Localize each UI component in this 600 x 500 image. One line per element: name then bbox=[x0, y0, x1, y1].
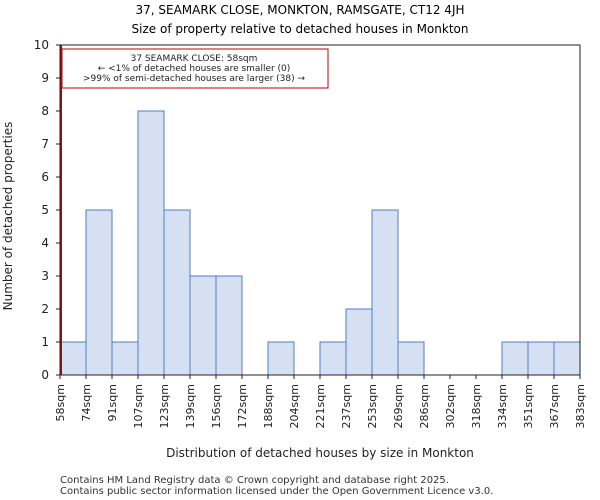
x-tick-label: 91sqm bbox=[106, 384, 119, 421]
x-axis-label: Distribution of detached houses by size … bbox=[166, 446, 474, 460]
x-tick-label: 74sqm bbox=[80, 384, 93, 421]
y-axis-ticks: 0 1 2 3 4 5 6 7 8 9 10 bbox=[34, 38, 60, 382]
x-tick-label: 302sqm bbox=[444, 384, 457, 428]
bar-107sqm bbox=[137, 110, 165, 376]
x-tick-label: 367sqm bbox=[548, 384, 561, 428]
bar-188sqm bbox=[267, 341, 295, 376]
x-tick-label: 351sqm bbox=[522, 384, 535, 428]
annotation-box: 37 SEAMARK CLOSE: 58sqm ← <1% of detache… bbox=[61, 48, 329, 89]
chart-subtitle: Size of property relative to detached ho… bbox=[132, 22, 469, 36]
chart-title: 37, SEAMARK CLOSE, MONKTON, RAMSGATE, CT… bbox=[135, 3, 464, 17]
annotation-line-2: ← <1% of detached houses are smaller (0) bbox=[98, 64, 291, 74]
x-tick-label: 58sqm bbox=[54, 384, 67, 421]
x-tick-label: 204sqm bbox=[288, 384, 301, 428]
annotation-line-1: 37 SEAMARK CLOSE: 58sqm bbox=[131, 54, 258, 64]
x-tick-label: 286sqm bbox=[418, 384, 431, 428]
y-tick-label: 6 bbox=[41, 170, 49, 184]
x-tick-label: 139sqm bbox=[184, 384, 197, 428]
x-tick-label: 188sqm bbox=[262, 384, 275, 428]
x-tick-label: 107sqm bbox=[132, 384, 145, 428]
bar-139sqm bbox=[189, 275, 217, 376]
bar-91sqm bbox=[111, 341, 139, 376]
x-axis-ticks: 58sqm 74sqm 91sqm 107sqm 123sqm 139sqm 156sqm 1… bbox=[54, 375, 587, 428]
y-tick-label: 0 bbox=[41, 368, 49, 382]
y-tick-label: 10 bbox=[34, 38, 49, 52]
bar-269sqm bbox=[397, 341, 425, 376]
footer-line-1: Contains HM Land Registry data © Crown c… bbox=[60, 475, 449, 486]
x-tick-label: 318sqm bbox=[470, 384, 483, 428]
x-tick-label: 269sqm bbox=[392, 384, 405, 428]
x-tick-label: 383sqm bbox=[574, 384, 587, 428]
bar-221sqm bbox=[319, 341, 347, 376]
annotation-border bbox=[61, 48, 329, 89]
y-tick-label: 5 bbox=[41, 203, 49, 217]
y-tick-label: 1 bbox=[41, 335, 49, 349]
y-tick-label: 9 bbox=[41, 71, 49, 85]
y-tick-label: 7 bbox=[41, 137, 49, 151]
y-tick-label: 4 bbox=[41, 236, 49, 250]
bar-58sqm bbox=[59, 341, 87, 376]
bar-237sqm bbox=[345, 308, 373, 376]
bar-74sqm bbox=[85, 209, 113, 376]
bar-253sqm bbox=[371, 209, 399, 376]
x-tick-label: 172sqm bbox=[236, 384, 249, 428]
x-tick-label: 123sqm bbox=[158, 384, 171, 428]
x-tick-label: 253sqm bbox=[366, 384, 379, 428]
y-tick-label: 2 bbox=[41, 302, 49, 316]
bar-123sqm bbox=[163, 209, 191, 376]
y-axis-label: Number of detached properties bbox=[1, 122, 15, 311]
x-tick-label: 221sqm bbox=[314, 384, 327, 428]
bars-group bbox=[59, 110, 581, 376]
y-tick-label: 8 bbox=[41, 104, 49, 118]
bar-367sqm bbox=[553, 341, 581, 376]
bar-351sqm bbox=[527, 341, 555, 376]
x-tick-label: 237sqm bbox=[340, 384, 353, 428]
footer-line-2: Contains public sector information licen… bbox=[60, 486, 493, 497]
x-tick-label: 334sqm bbox=[496, 384, 509, 428]
bar-334sqm bbox=[501, 341, 529, 376]
y-tick-label: 3 bbox=[41, 269, 49, 283]
annotation-line-3: >99% of semi-detached houses are larger … bbox=[83, 74, 306, 84]
x-tick-label: 156sqm bbox=[210, 384, 223, 428]
bar-156sqm bbox=[215, 275, 243, 376]
